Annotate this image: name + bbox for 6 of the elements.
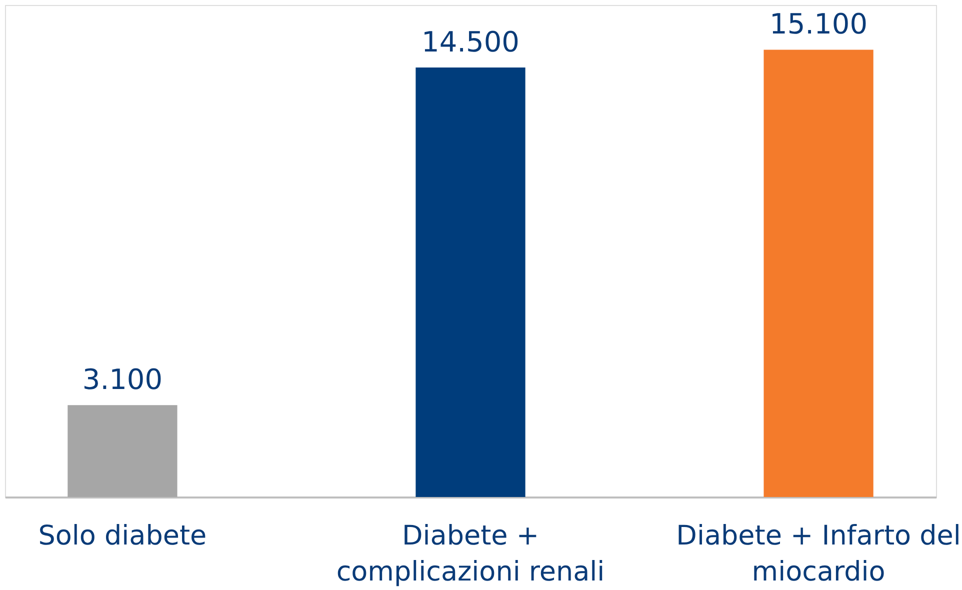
x-tick-label: Solo diabete [38, 520, 207, 552]
data-label: 14.500 [422, 26, 520, 58]
data-label: 3.100 [82, 363, 163, 396]
x-tick-label: Diabete + Infarto del miocardio [676, 520, 961, 588]
data-label: 15.100 [770, 8, 868, 41]
x-tick-label: Diabete + complicazioni renali [336, 520, 605, 588]
